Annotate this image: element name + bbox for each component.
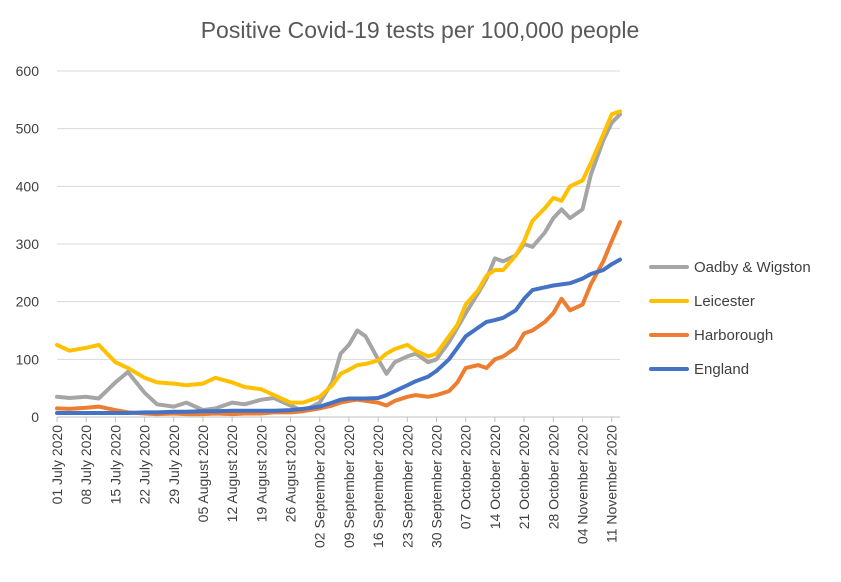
- x-tick-label: 19 August 2020: [253, 425, 269, 523]
- y-tick-label: 500: [16, 121, 40, 137]
- y-tick-label: 300: [16, 236, 40, 252]
- y-tick-label: 600: [16, 63, 40, 79]
- x-tick-label: 28 October 2020: [545, 425, 561, 530]
- x-tick-label: 14 October 2020: [487, 425, 503, 530]
- x-tick-label: 05 August 2020: [195, 425, 211, 523]
- x-tick-label: 23 September 2020: [399, 425, 415, 548]
- legend: Oadby & Wigston Leicester Harborough Englan…: [649, 259, 811, 378]
- chart-title: Positive Covid-19 tests per 100,000 peop…: [201, 17, 640, 43]
- gridlines: [57, 70, 620, 418]
- x-tick-label: 26 August 2020: [283, 425, 299, 523]
- x-tick-label: 29 July 2020: [166, 425, 182, 505]
- series-line-england: [55, 257, 622, 415]
- series-lines: [55, 109, 622, 417]
- x-tick-label: 12 August 2020: [224, 425, 240, 523]
- series-line-oadby-wigston: [55, 112, 622, 414]
- x-tick-label: 08 July 2020: [78, 425, 94, 505]
- x-tick-label: 01 July 2020: [49, 425, 65, 505]
- x-tick-label: 21 October 2020: [516, 425, 532, 530]
- legend-label-leicester: Leicester: [694, 293, 755, 310]
- legend-label-harborough: Harborough: [694, 327, 773, 344]
- x-tick-label: 04 November 2020: [574, 425, 590, 544]
- y-tick-label: 200: [16, 294, 40, 310]
- y-tick-label: 400: [16, 178, 40, 194]
- x-axis-tick-labels: 01 July 2020 08 July 2020 15 July 2020 22 J…: [49, 417, 620, 548]
- x-tick-label: 09 September 2020: [341, 425, 357, 548]
- x-tick-label: 02 September 2020: [312, 425, 328, 548]
- legend-label-england: England: [694, 361, 749, 378]
- legend-label-oadby-wigston: Oadby & Wigston: [694, 259, 811, 276]
- x-tick-label: 22 July 2020: [137, 425, 153, 505]
- x-tick-label: 15 July 2020: [107, 425, 123, 505]
- x-tick-label: 07 October 2020: [458, 425, 474, 530]
- x-tick-label: 30 September 2020: [429, 425, 445, 548]
- y-tick-label: 0: [31, 409, 39, 425]
- x-tick-label: 11 November 2020: [604, 425, 620, 543]
- x-tick-label: 16 September 2020: [370, 425, 386, 548]
- y-axis-tick-labels: 0 100 200 300 400 500 600: [16, 63, 40, 425]
- series-line-leicester: [55, 109, 622, 405]
- y-tick-label: 100: [16, 351, 40, 367]
- series-line-harborough: [55, 220, 622, 417]
